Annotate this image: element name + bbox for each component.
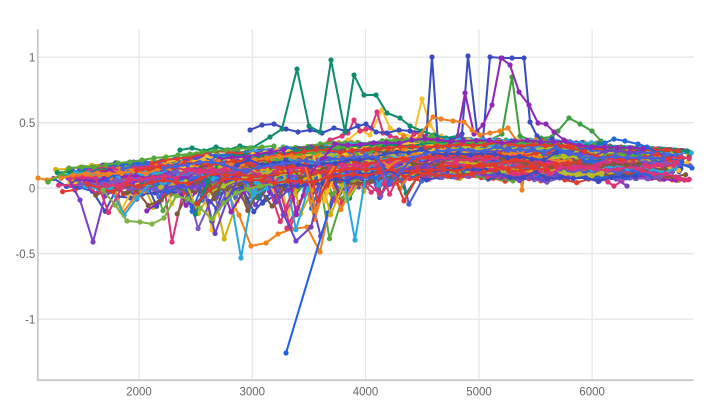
- svg-text:0.5: 0.5: [19, 118, 35, 130]
- svg-text:4000: 4000: [353, 386, 379, 398]
- svg-text:0: 0: [29, 184, 35, 196]
- svg-text:2000: 2000: [126, 386, 152, 398]
- svg-text:-1: -1: [25, 315, 35, 327]
- svg-text:1: 1: [29, 53, 35, 65]
- svg-text:3000: 3000: [240, 386, 266, 398]
- svg-text:6000: 6000: [579, 386, 605, 398]
- svg-text:-0.5: -0.5: [15, 249, 35, 261]
- svg-text:5000: 5000: [466, 386, 492, 398]
